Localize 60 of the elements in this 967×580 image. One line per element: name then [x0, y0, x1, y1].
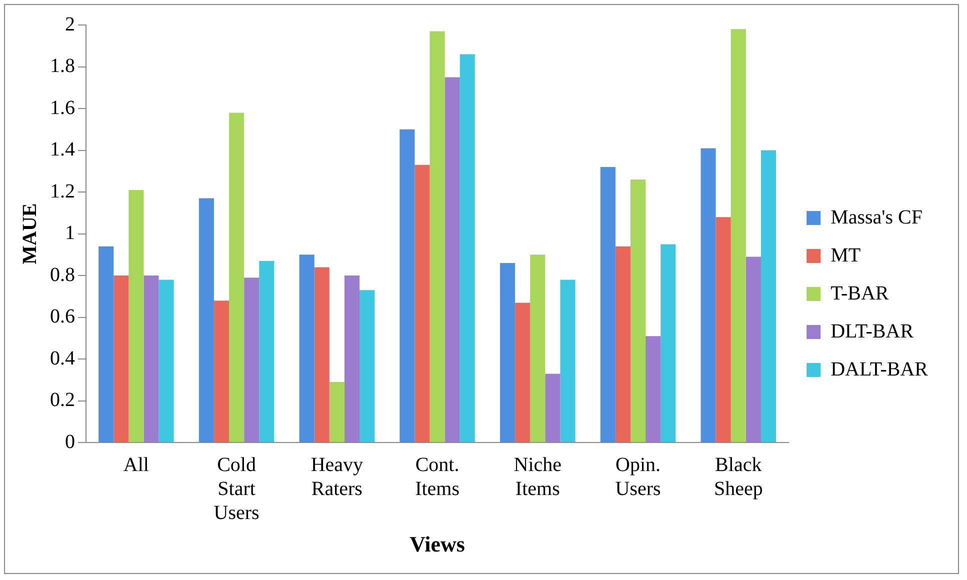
y-tick-label: 0.8: [50, 264, 75, 286]
legend-label: MT: [830, 244, 861, 266]
bar: [646, 336, 661, 442]
bar: [600, 166, 616, 442]
legend-label: Massa's CF: [830, 206, 923, 228]
bar: [244, 278, 260, 442]
bar: [560, 280, 576, 442]
bar: [500, 263, 516, 442]
bar: [360, 290, 375, 442]
legend-label: DLT-BAR: [830, 320, 914, 342]
x-tick-label: Opin. Users: [615, 454, 662, 500]
bar: [259, 260, 274, 442]
bar: [229, 112, 244, 442]
bar: [444, 77, 460, 442]
bar: [515, 302, 530, 442]
bar: [314, 267, 330, 442]
bar: [98, 246, 114, 442]
y-tick-label: 1.6: [50, 96, 75, 119]
bar: [730, 29, 746, 442]
bar: [414, 164, 430, 442]
x-tick-label: Heavy Raters: [310, 454, 364, 500]
bar: [760, 150, 776, 442]
y-tick-label: 1.8: [50, 55, 75, 78]
bar: [545, 374, 560, 442]
y-tick-label: 1.4: [50, 138, 75, 161]
y-tick-label: 0.6: [50, 306, 75, 328]
bar: [460, 54, 475, 442]
x-tick-label: All: [123, 454, 150, 476]
bar: [660, 244, 676, 442]
x-tick-label: Niche Items: [514, 454, 562, 500]
bar: [144, 276, 159, 442]
bar: [128, 190, 144, 442]
bar: [700, 148, 716, 442]
bar: [615, 246, 630, 442]
y-tick-label: 1.2: [50, 180, 75, 202]
bar: [158, 280, 174, 442]
bar: [214, 300, 230, 442]
bar: [430, 31, 445, 442]
y-tick-label: 1: [65, 222, 75, 244]
y-tick-label: 0: [65, 430, 75, 453]
y-tick-label: 0.4: [50, 347, 75, 370]
bar: [716, 217, 731, 442]
y-tick-label: 2: [65, 13, 75, 36]
bar: [344, 276, 360, 442]
bar: [746, 256, 761, 442]
y-axis-title: MAUE: [19, 203, 42, 264]
bar: [329, 382, 344, 442]
legend-label: T-BAR: [830, 282, 890, 304]
bar: [114, 276, 129, 442]
x-tick-label: Cold Start Users: [214, 454, 260, 524]
x-tick-label: Black Sheep: [714, 454, 763, 500]
legend-label: DALT-BAR: [830, 358, 929, 380]
x-tick-label: Cont. Items: [415, 454, 460, 500]
bar: [198, 198, 214, 442]
y-tick-label: 0.2: [50, 389, 75, 412]
x-axis-title: Views: [410, 531, 466, 556]
bar: [630, 180, 646, 442]
bar: [530, 254, 546, 442]
bar: [299, 254, 314, 442]
bar: [400, 129, 415, 442]
